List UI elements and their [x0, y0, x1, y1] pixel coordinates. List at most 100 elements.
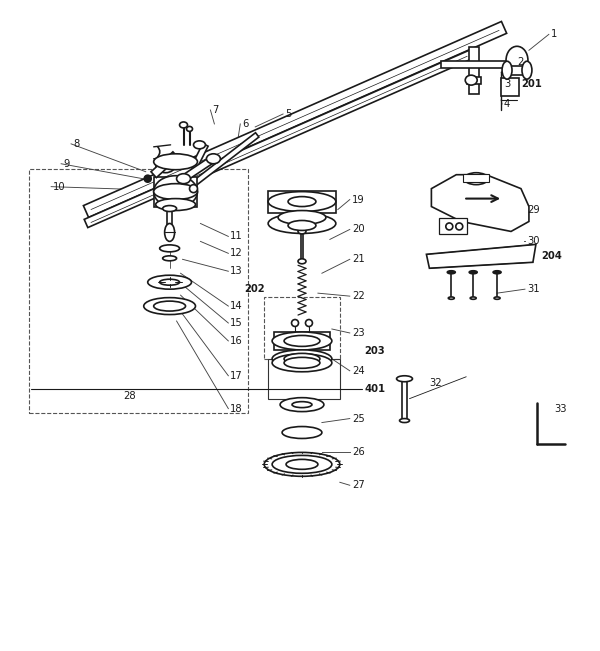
Text: 203: 203 — [365, 346, 385, 356]
Text: 16: 16 — [230, 336, 243, 346]
Ellipse shape — [268, 191, 336, 212]
Circle shape — [190, 185, 197, 193]
Text: 6: 6 — [242, 119, 248, 129]
Text: 14: 14 — [230, 301, 243, 311]
Ellipse shape — [470, 297, 476, 299]
Ellipse shape — [176, 174, 191, 184]
Ellipse shape — [272, 332, 332, 350]
Text: 29: 29 — [527, 204, 539, 215]
Polygon shape — [154, 176, 197, 206]
Text: 5: 5 — [285, 109, 292, 119]
Polygon shape — [301, 232, 303, 261]
Text: 23: 23 — [352, 328, 364, 338]
Bar — [268, 359, 340, 398]
Ellipse shape — [464, 173, 488, 185]
Ellipse shape — [448, 271, 455, 273]
Ellipse shape — [163, 256, 176, 261]
Circle shape — [456, 223, 463, 230]
Ellipse shape — [268, 214, 336, 234]
Ellipse shape — [154, 154, 197, 170]
Ellipse shape — [397, 376, 412, 381]
Ellipse shape — [502, 61, 512, 79]
Ellipse shape — [288, 197, 316, 206]
Ellipse shape — [448, 297, 454, 299]
Ellipse shape — [280, 398, 324, 411]
Polygon shape — [274, 332, 330, 350]
Text: 20: 20 — [352, 225, 364, 234]
Ellipse shape — [465, 75, 477, 85]
Ellipse shape — [160, 245, 179, 252]
Text: 204: 204 — [541, 251, 562, 261]
Polygon shape — [84, 50, 473, 228]
Text: 11: 11 — [230, 231, 243, 242]
Text: 3: 3 — [504, 79, 511, 89]
Polygon shape — [83, 21, 506, 217]
Polygon shape — [186, 133, 259, 191]
Polygon shape — [431, 174, 529, 232]
Ellipse shape — [506, 46, 528, 74]
Ellipse shape — [154, 184, 197, 200]
Bar — [501, 78, 519, 96]
Text: 9: 9 — [63, 159, 70, 169]
Text: 33: 33 — [554, 404, 566, 413]
Ellipse shape — [522, 61, 532, 79]
Ellipse shape — [179, 122, 188, 128]
Ellipse shape — [288, 221, 316, 230]
Ellipse shape — [272, 350, 332, 368]
Text: 13: 13 — [230, 266, 243, 276]
Ellipse shape — [144, 298, 196, 314]
Circle shape — [446, 223, 453, 230]
Ellipse shape — [154, 301, 185, 311]
Polygon shape — [268, 191, 336, 212]
Polygon shape — [427, 244, 536, 268]
Text: 32: 32 — [430, 378, 442, 388]
Ellipse shape — [154, 176, 197, 208]
Polygon shape — [182, 156, 215, 182]
Text: 25: 25 — [352, 413, 365, 424]
Bar — [29, 169, 248, 413]
Polygon shape — [469, 48, 479, 94]
Text: 26: 26 — [352, 447, 365, 458]
Text: 31: 31 — [527, 284, 539, 294]
Text: 21: 21 — [352, 255, 365, 264]
Text: 15: 15 — [230, 318, 243, 328]
Ellipse shape — [163, 206, 176, 212]
Text: 10: 10 — [53, 182, 66, 191]
Bar — [463, 174, 489, 182]
Ellipse shape — [469, 271, 477, 273]
Ellipse shape — [264, 452, 340, 477]
Ellipse shape — [282, 426, 322, 439]
Polygon shape — [167, 208, 172, 229]
Text: 27: 27 — [352, 480, 365, 490]
Ellipse shape — [494, 297, 500, 299]
Polygon shape — [467, 77, 481, 83]
Polygon shape — [191, 143, 208, 170]
Ellipse shape — [493, 271, 501, 273]
Ellipse shape — [298, 229, 306, 234]
Polygon shape — [402, 379, 407, 421]
Ellipse shape — [272, 354, 332, 372]
Ellipse shape — [206, 154, 220, 164]
Text: 202: 202 — [244, 284, 265, 294]
Text: 4: 4 — [504, 99, 511, 109]
Text: 24: 24 — [352, 366, 364, 376]
Polygon shape — [507, 66, 527, 75]
Ellipse shape — [164, 223, 175, 242]
Bar — [264, 297, 340, 359]
Text: 12: 12 — [230, 248, 243, 258]
Text: 17: 17 — [230, 371, 243, 381]
Circle shape — [144, 175, 151, 182]
Circle shape — [292, 320, 299, 327]
Ellipse shape — [187, 126, 193, 132]
Text: 401: 401 — [365, 383, 386, 394]
Ellipse shape — [284, 353, 320, 365]
Ellipse shape — [193, 141, 205, 149]
Ellipse shape — [148, 275, 191, 289]
Polygon shape — [442, 61, 519, 68]
Polygon shape — [151, 152, 178, 178]
Text: 19: 19 — [352, 195, 365, 204]
Text: 1: 1 — [551, 29, 557, 39]
Ellipse shape — [284, 335, 320, 346]
Text: 8: 8 — [73, 139, 79, 149]
Ellipse shape — [155, 157, 176, 173]
